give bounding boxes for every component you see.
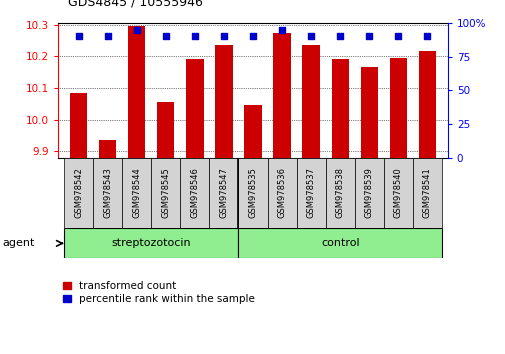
FancyBboxPatch shape <box>209 158 238 228</box>
Text: GSM978541: GSM978541 <box>422 167 431 218</box>
FancyBboxPatch shape <box>64 158 93 228</box>
Text: GSM978538: GSM978538 <box>335 167 344 218</box>
FancyBboxPatch shape <box>325 158 354 228</box>
FancyBboxPatch shape <box>238 228 441 258</box>
FancyBboxPatch shape <box>412 158 441 228</box>
FancyBboxPatch shape <box>64 228 238 258</box>
Text: GSM978546: GSM978546 <box>190 167 199 218</box>
Text: GSM978537: GSM978537 <box>306 167 315 218</box>
Bar <box>128 26 145 158</box>
Bar <box>302 45 319 158</box>
Text: GSM978539: GSM978539 <box>364 167 373 218</box>
Bar <box>418 51 435 158</box>
Legend: transformed count, percentile rank within the sample: transformed count, percentile rank withi… <box>63 281 255 304</box>
Text: GSM978535: GSM978535 <box>248 167 257 218</box>
Point <box>307 34 315 39</box>
Point <box>162 34 170 39</box>
Point <box>132 27 140 33</box>
Bar <box>157 102 174 158</box>
Bar <box>70 93 87 158</box>
Text: control: control <box>320 238 359 249</box>
FancyBboxPatch shape <box>267 158 296 228</box>
Point <box>335 34 343 39</box>
Text: GSM978536: GSM978536 <box>277 167 286 218</box>
FancyBboxPatch shape <box>296 158 325 228</box>
Text: GSM978545: GSM978545 <box>161 167 170 218</box>
Text: GSM978547: GSM978547 <box>219 167 228 218</box>
Bar <box>186 59 203 158</box>
FancyBboxPatch shape <box>93 158 122 228</box>
Point <box>104 34 112 39</box>
Point <box>277 27 285 33</box>
Text: GSM978542: GSM978542 <box>74 167 83 218</box>
Bar <box>273 33 290 158</box>
Bar <box>389 58 407 158</box>
Bar <box>331 59 348 158</box>
Bar <box>215 45 232 158</box>
Point <box>423 34 431 39</box>
FancyBboxPatch shape <box>383 158 412 228</box>
Text: agent: agent <box>3 238 35 249</box>
Text: GSM978543: GSM978543 <box>103 167 112 218</box>
FancyBboxPatch shape <box>122 158 151 228</box>
Text: GDS4845 / 10555946: GDS4845 / 10555946 <box>68 0 203 9</box>
Point <box>220 34 228 39</box>
Text: GSM978540: GSM978540 <box>393 167 402 218</box>
Bar <box>98 140 116 158</box>
Point <box>190 34 198 39</box>
Text: GSM978544: GSM978544 <box>132 167 141 218</box>
Point <box>248 34 257 39</box>
Point <box>74 34 82 39</box>
Bar <box>244 105 261 158</box>
FancyBboxPatch shape <box>354 158 383 228</box>
Bar <box>360 67 377 158</box>
FancyBboxPatch shape <box>238 158 267 228</box>
Text: streptozotocin: streptozotocin <box>111 238 191 249</box>
Point <box>365 34 373 39</box>
FancyBboxPatch shape <box>180 158 209 228</box>
Point <box>393 34 401 39</box>
FancyBboxPatch shape <box>151 158 180 228</box>
